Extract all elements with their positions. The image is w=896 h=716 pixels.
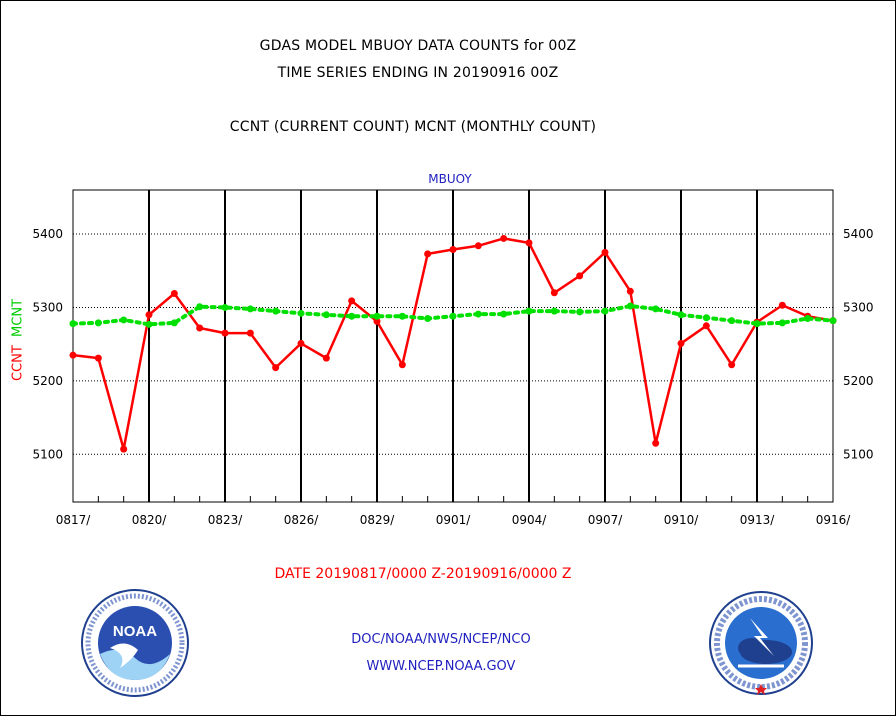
x-tick-label: 0916/ — [816, 513, 852, 527]
data-point-mcnt — [626, 302, 634, 310]
data-point-ccnt — [322, 354, 330, 362]
y-tick-label-right: 5300 — [843, 300, 874, 314]
data-point-mcnt — [120, 316, 128, 324]
y-tick-label-right: 5200 — [843, 374, 874, 388]
noaa-logo: NOAA — [81, 589, 189, 697]
data-point-ccnt — [778, 301, 786, 309]
data-point-mcnt — [474, 310, 482, 318]
data-point-ccnt — [373, 317, 381, 325]
data-point-mcnt — [196, 303, 204, 311]
data-point-mcnt — [525, 307, 533, 315]
x-tick-label: 0904/ — [512, 513, 548, 527]
chart-subtitle: TIME SERIES ENDING IN 20190916 00Z — [277, 65, 559, 81]
y-tick-label-left: 5200 — [32, 374, 63, 388]
data-point-mcnt — [348, 312, 356, 320]
data-point-mcnt — [94, 319, 102, 327]
noaa-logo-text: NOAA — [113, 623, 157, 640]
chart-title: GDAS MODEL MBUOY DATA COUNTS for 00Z — [259, 38, 577, 54]
data-point-mcnt — [652, 305, 660, 313]
data-point-ccnt — [297, 339, 305, 347]
data-point-ccnt — [170, 290, 178, 298]
data-point-ccnt — [474, 242, 482, 250]
data-point-mcnt — [246, 305, 254, 313]
data-point-ccnt — [576, 272, 584, 280]
y-tick-label-right: 5400 — [843, 227, 874, 241]
data-point-ccnt — [728, 361, 736, 369]
x-tick-label: 0910/ — [664, 513, 700, 527]
data-point-ccnt — [652, 439, 660, 447]
date-range-label: DATE 20190817/0000 Z-20190916/0000 Z — [274, 566, 572, 582]
line-chart: 5100 5100 5200 5200 5300 5300 5400 5400 0817/082… — [32, 189, 874, 527]
data-point-ccnt — [120, 445, 128, 453]
data-point-ccnt — [272, 364, 280, 372]
footer-org: DOC/NOAA/NWS/NCEP/NCO — [351, 632, 531, 647]
data-point-ccnt — [221, 329, 229, 337]
x-tick-label: 0829/ — [360, 513, 396, 527]
data-point-ccnt — [145, 311, 153, 319]
data-point-mcnt — [221, 303, 229, 311]
x-tick-label: 0913/ — [740, 513, 776, 527]
footer-url[interactable]: WWW.NCEP.NOAA.GOV — [366, 659, 516, 674]
data-point-ccnt — [69, 351, 77, 359]
data-point-ccnt — [626, 287, 634, 295]
data-point-ccnt — [525, 239, 533, 247]
data-point-ccnt — [601, 248, 609, 256]
data-point-mcnt — [500, 310, 508, 318]
data-point-mcnt — [449, 312, 457, 320]
data-point-ccnt — [94, 354, 102, 362]
data-point-mcnt — [322, 311, 330, 319]
series-description: CCNT (CURRENT COUNT) MCNT (MONTHLY COUNT… — [229, 119, 597, 135]
data-point-mcnt — [778, 319, 786, 327]
y-tick-label-left: 5100 — [32, 447, 63, 461]
data-point-mcnt — [145, 320, 153, 328]
x-tick-label: 0826/ — [284, 513, 320, 527]
data-point-mcnt — [69, 320, 77, 328]
data-point-ccnt — [196, 324, 204, 332]
data-point-mcnt — [804, 314, 812, 322]
y-tick-label-right: 5100 — [843, 447, 874, 461]
data-point-mcnt — [170, 319, 178, 327]
data-point-mcnt — [702, 314, 710, 322]
y-tick-label-left: 5400 — [32, 227, 63, 241]
data-point-mcnt — [550, 307, 558, 315]
nws-logo — [709, 591, 813, 695]
x-tick-label: 0823/ — [208, 513, 244, 527]
data-point-mcnt — [601, 307, 609, 315]
x-tick-label: 0907/ — [588, 513, 624, 527]
data-point-ccnt — [702, 322, 710, 330]
data-point-ccnt — [348, 297, 356, 305]
data-point-ccnt — [677, 339, 685, 347]
x-tick-label: 0817/ — [56, 513, 92, 527]
data-point-ccnt — [398, 361, 406, 369]
data-point-mcnt — [728, 317, 736, 325]
data-point-mcnt — [373, 312, 381, 320]
data-point-mcnt — [272, 307, 280, 315]
series-label: MBUOY — [428, 172, 472, 186]
data-point-mcnt — [829, 317, 837, 325]
data-point-ccnt — [246, 329, 254, 337]
data-point-mcnt — [576, 308, 584, 316]
x-tick-label: 0901/ — [436, 513, 472, 527]
data-point-ccnt — [449, 245, 457, 253]
y-tick-label-left: 5300 — [32, 300, 63, 314]
data-point-mcnt — [753, 320, 761, 328]
data-point-ccnt — [550, 289, 558, 297]
data-point-ccnt — [424, 250, 432, 258]
data-point-mcnt — [677, 311, 685, 319]
data-point-mcnt — [398, 312, 406, 320]
data-point-mcnt — [297, 309, 305, 317]
data-point-mcnt — [424, 314, 432, 322]
data-point-ccnt — [500, 234, 508, 242]
x-tick-label: 0820/ — [132, 513, 168, 527]
